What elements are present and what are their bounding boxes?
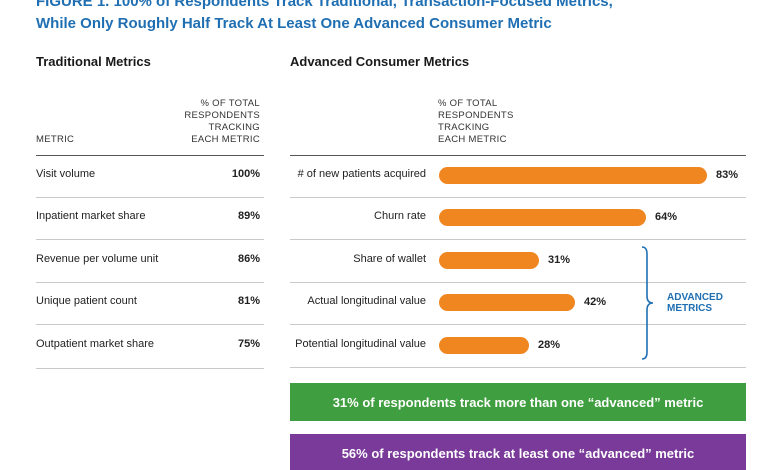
traditional-metric-value: 81% <box>237 295 260 308</box>
advanced-metric-bar <box>439 294 575 312</box>
traditional-metric-value: 100% <box>231 168 260 180</box>
table-row-divider <box>36 197 264 198</box>
traditional-metric-label: Unique patient count <box>36 295 137 308</box>
advanced-metric-value: 31% <box>548 253 571 266</box>
advanced-metrics-bracket <box>641 246 654 360</box>
table-bottom-divider <box>36 367 264 369</box>
at-least-one-advanced-banner: 56% of respondents track at least one “a… <box>290 434 746 470</box>
traditional-header-divider <box>36 155 264 156</box>
traditional-metrics-heading: Traditional Metrics <box>36 54 151 69</box>
traditional-metric-label: Inpatient market share <box>36 210 146 223</box>
table-row-divider <box>36 281 264 283</box>
traditional-metric-label: Outpatient market share <box>36 337 155 350</box>
advanced-metric-bar <box>439 336 529 354</box>
chart-row-divider <box>290 239 746 241</box>
metric-column-header: METRIC <box>36 134 75 145</box>
advanced-metric-label: Share of wallet <box>353 252 426 265</box>
chart-row-divider <box>290 197 746 198</box>
table-row-divider <box>36 324 264 326</box>
advanced-metric-value: 42% <box>584 296 607 309</box>
advanced-metric-label: Churn rate <box>374 210 426 223</box>
advanced-metric-bar <box>439 251 539 269</box>
advanced-pct-column-header: % OF TOTAL RESPONDENTS TRACKING EACH MET… <box>438 98 514 145</box>
table-row-divider <box>36 239 264 241</box>
chart-row-divider <box>290 281 746 283</box>
advanced-metric-label: Actual longitudinal value <box>307 295 426 308</box>
traditional-metric-label: Visit volume <box>36 168 96 180</box>
traditional-metric-value: 89% <box>237 210 260 223</box>
traditional-metric-value: 75% <box>237 337 260 350</box>
traditional-metric-value: 86% <box>237 252 260 265</box>
traditional-pct-column-header: % OF TOTAL RESPONDENTS TRACKING EACH MET… <box>184 98 260 145</box>
more-than-one-advanced-banner: 31% of respondents track more than one “… <box>290 383 746 421</box>
advanced-metrics-bracket-label: ADVANCED METRICS <box>667 292 723 314</box>
figure-title-line-1: FIGURE 1. 100% of Respondents Track Trad… <box>36 0 613 10</box>
advanced-metric-value: 64% <box>655 211 678 224</box>
traditional-metric-label: Revenue per volume unit <box>36 252 159 265</box>
chart-row-divider <box>290 366 746 368</box>
advanced-metric-label: Potential longitudinal value <box>295 337 426 350</box>
advanced-metric-value: 28% <box>538 338 561 351</box>
advanced-metric-bar <box>439 167 707 184</box>
advanced-metric-label: # of new patients acquired <box>297 168 426 180</box>
advanced-metric-bar <box>439 209 646 227</box>
advanced-header-divider <box>290 155 746 156</box>
advanced-metrics-heading: Advanced Consumer Metrics <box>290 54 470 69</box>
advanced-metric-value: 83% <box>716 169 739 181</box>
chart-row-divider <box>290 324 746 326</box>
figure-title-line-2: While Only Roughly Half Track At Least O… <box>36 15 552 32</box>
